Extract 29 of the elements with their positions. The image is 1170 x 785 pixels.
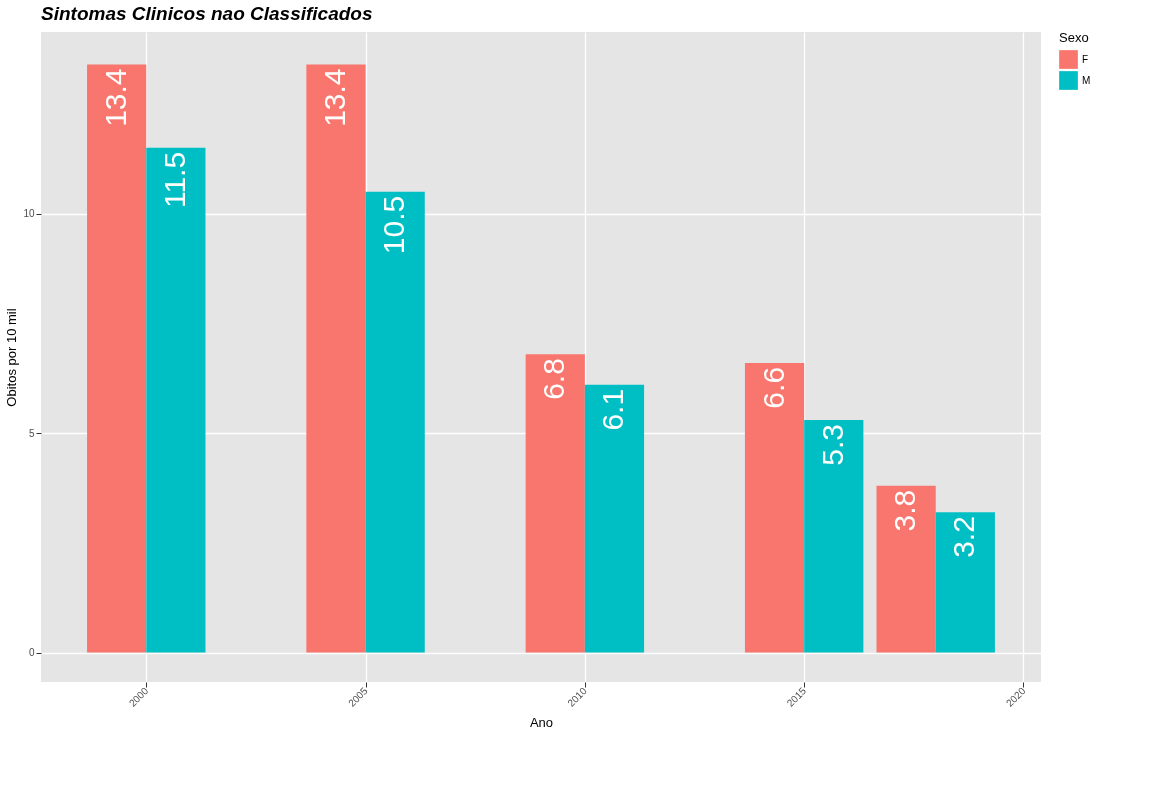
bar [935, 512, 995, 653]
bar [744, 362, 805, 653]
bar [306, 64, 366, 653]
data-label: 6.8 [537, 358, 571, 400]
bar [365, 191, 425, 653]
x-axis-title: Ano [529, 714, 554, 730]
data-label: 11.5 [157, 151, 191, 209]
legend-label: F [1082, 53, 1089, 65]
bar [876, 485, 936, 653]
data-label: 13.4 [317, 68, 351, 127]
data-label: 6.6 [756, 366, 790, 409]
y-tick-label: 0 [28, 647, 35, 659]
data-label: 5.3 [815, 423, 849, 466]
chart-title: Sintomas Clinicos nao Classificados [41, 3, 373, 24]
y-tick-label: 10 [23, 208, 35, 220]
bar [804, 419, 864, 653]
y-tick-label: 5 [28, 427, 35, 439]
data-label: 6.1 [596, 388, 630, 431]
data-label: 10.5 [377, 195, 411, 255]
bar [584, 384, 645, 653]
legend-label: M [1082, 74, 1091, 86]
data-label: 3.2 [947, 516, 981, 558]
data-label: 3.8 [888, 489, 922, 532]
legend-title: Sexo [1059, 30, 1089, 45]
data-label: 13.4 [98, 68, 132, 127]
y-axis-title: Obitos por 10 mil [4, 308, 20, 407]
bar [525, 354, 585, 653]
bar [87, 64, 147, 653]
bar [146, 147, 206, 653]
